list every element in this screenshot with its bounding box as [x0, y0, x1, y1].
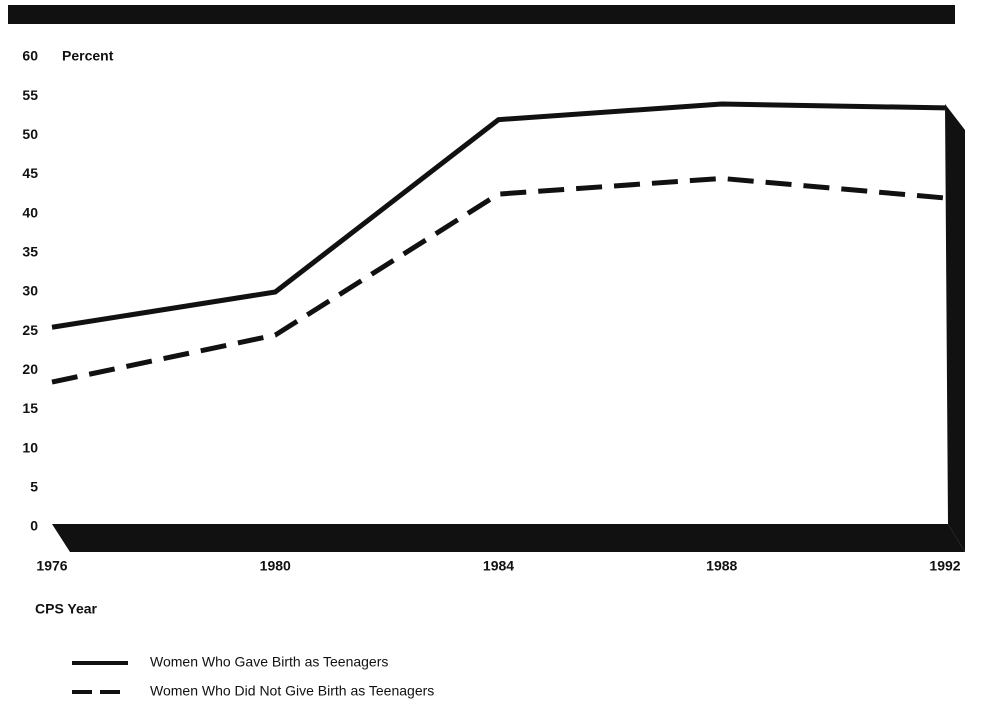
x-tick-label: 1976 — [36, 558, 67, 574]
y-tick-label: 35 — [22, 244, 38, 260]
y-tick-label: 30 — [22, 283, 38, 299]
y-tick-label: 0 — [30, 518, 38, 534]
x-tick-label: 1984 — [483, 558, 514, 574]
series-line — [51, 101, 946, 330]
y-tick-label: 20 — [22, 361, 38, 377]
y-tick-label: 50 — [22, 126, 38, 142]
right-wall — [945, 104, 965, 552]
top-bar — [8, 5, 955, 24]
x-tick-label: 1992 — [929, 558, 960, 574]
series-line — [51, 175, 946, 385]
y-tick-label: 60 — [22, 48, 38, 64]
legend-label: Women Who Gave Birth as Teenagers — [150, 654, 388, 670]
x-tick-label: 1988 — [706, 558, 737, 574]
y-tick-label: 45 — [22, 165, 38, 181]
y-tick-label: 55 — [22, 87, 38, 103]
x-tick-label: 1980 — [260, 558, 291, 574]
y-tick-label: 10 — [22, 439, 38, 455]
y-tick-label: 40 — [22, 204, 38, 220]
y-axis-label: Percent — [62, 48, 114, 64]
legend-label: Women Who Did Not Give Birth as Teenager… — [150, 683, 434, 699]
x-axis-label: CPS Year — [35, 601, 98, 617]
floor — [52, 524, 965, 552]
y-tick-label: 15 — [22, 400, 38, 416]
y-tick-label: 25 — [22, 322, 38, 338]
y-tick-label: 5 — [30, 479, 38, 495]
